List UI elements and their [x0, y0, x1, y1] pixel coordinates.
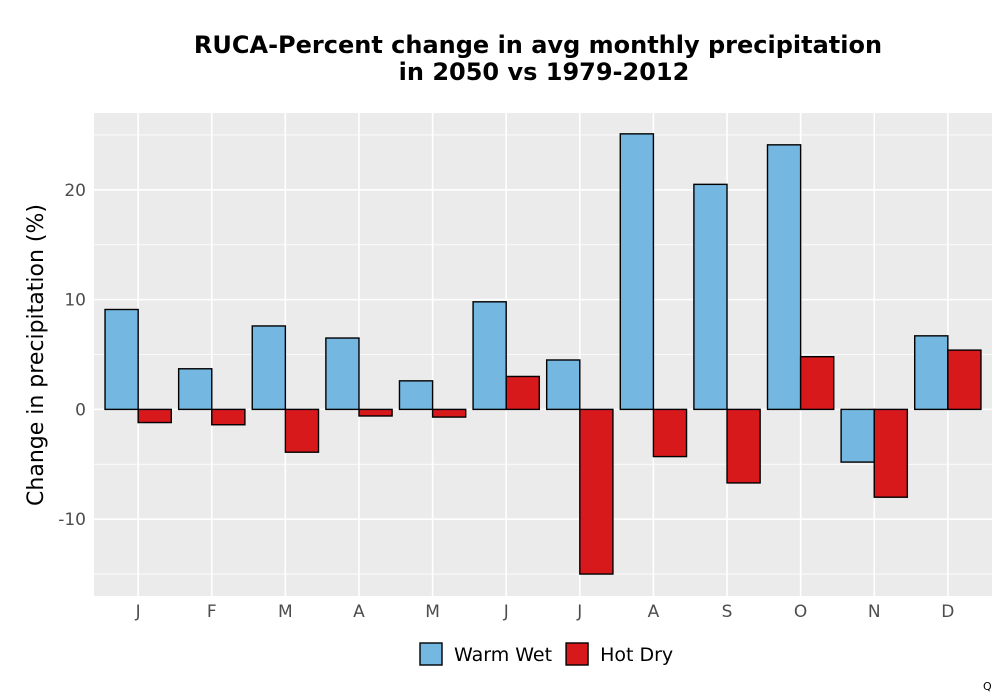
bar-hot-dry — [137, 408, 172, 424]
bar-hot-dry — [505, 375, 541, 411]
legend-swatch — [419, 642, 443, 666]
bar-hot-dry — [652, 408, 688, 458]
bar-warm-wet — [472, 301, 507, 411]
bar-warm-wet — [693, 183, 728, 411]
bar-hot-dry — [947, 349, 982, 411]
x-tick-label: D — [941, 602, 954, 622]
y-tick-label: -10 — [58, 510, 86, 530]
bar-warm-wet — [104, 308, 139, 411]
bar-hot-dry — [726, 408, 761, 484]
bar-hot-dry — [579, 408, 614, 575]
bar-warm-wet — [251, 325, 287, 411]
bar-hot-dry — [211, 408, 246, 426]
y-tick-label: 20 — [64, 181, 86, 201]
x-tick-label: N — [868, 602, 881, 622]
bars — [104, 133, 982, 575]
bar-warm-wet — [325, 337, 360, 411]
legend-label: Warm Wet — [454, 644, 552, 666]
x-tick-label: A — [648, 602, 660, 622]
legend-label: Hot Dry — [600, 644, 673, 666]
x-tick-label: O — [794, 602, 807, 622]
chart-title: RUCA-Percent change in avg monthly preci… — [194, 31, 882, 59]
bar-warm-wet — [398, 380, 434, 411]
bar-hot-dry — [431, 408, 467, 418]
x-tick-label: J — [135, 602, 141, 622]
x-tick-label: A — [353, 602, 365, 622]
x-tick-label: J — [503, 602, 509, 622]
bar-hot-dry — [799, 355, 835, 411]
y-tick-labels: -10 0 10 20 — [58, 181, 86, 530]
chart-subtitle: in 2050 vs 1979-2012 — [399, 58, 690, 86]
bar-warm-wet — [177, 368, 213, 411]
bar-hot-dry — [358, 408, 393, 417]
legend: Warm Wet Hot Dry — [419, 642, 673, 666]
y-tick-label: 10 — [64, 291, 86, 311]
bar-warm-wet — [545, 359, 581, 411]
bar-warm-wet — [840, 408, 875, 463]
bar-warm-wet — [914, 335, 949, 411]
x-tick-label: S — [722, 602, 733, 622]
x-tick-label: M — [278, 602, 293, 622]
corner-mark: Q — [983, 680, 992, 693]
x-tick-label: M — [425, 602, 440, 622]
x-tick-label: J — [576, 602, 582, 622]
bar-warm-wet — [766, 144, 802, 411]
bar-hot-dry — [284, 408, 320, 453]
y-axis-title: Change in precipitation (%) — [24, 204, 49, 506]
bar-hot-dry — [873, 408, 909, 498]
bar-warm-wet — [619, 133, 655, 411]
legend-swatch — [565, 642, 589, 666]
x-tick-label: F — [207, 602, 217, 622]
y-tick-label: 0 — [75, 400, 86, 420]
